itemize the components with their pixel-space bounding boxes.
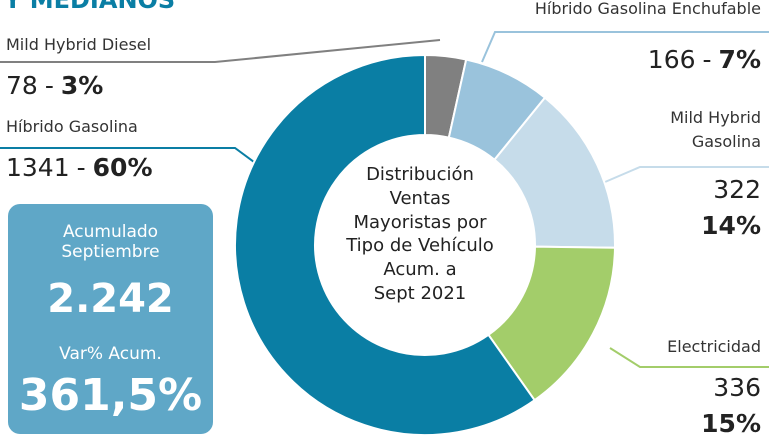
count: 1341	[6, 153, 70, 182]
count: 78	[6, 71, 38, 100]
value-label: 78-3%	[6, 72, 103, 100]
leader-line	[481, 31, 769, 63]
share: 14%	[701, 211, 761, 240]
title: Y MEDIANOS	[4, 0, 176, 14]
summary-box: Acumulado Septiembre 2.242 Var% Acum. 36…	[8, 204, 213, 434]
total: 2.242	[47, 276, 174, 322]
leader-line	[0, 147, 259, 166]
center-line: Sept 2021	[373, 282, 467, 304]
slice-label: Electricidad	[667, 337, 761, 356]
count: 166	[647, 45, 696, 74]
share: 7%	[718, 45, 761, 74]
slice-label: Híbrido Gasolina	[6, 117, 138, 136]
center-line: Ventas	[389, 187, 451, 209]
separator: -	[702, 45, 712, 74]
separator: -	[76, 153, 86, 182]
leader-line	[609, 347, 769, 368]
slices	[234, 53, 616, 436]
total-label: Acumulado Septiembre	[61, 222, 160, 263]
change: 361,5%	[18, 370, 203, 421]
center-line: Mayoristas por	[353, 211, 487, 233]
slice	[234, 53, 536, 436]
count: 322	[713, 175, 761, 204]
value-label: 166-7%	[648, 46, 761, 74]
change-label: Var% Acum.	[59, 344, 162, 364]
center-text: Distribución Ventas Mayoristas por Tipo de …	[330, 163, 510, 306]
leader-line	[0, 39, 441, 63]
leader-lines	[0, 31, 769, 368]
value-label: 1341-60%	[6, 154, 153, 182]
count: 336	[713, 373, 761, 402]
share: 60%	[92, 153, 153, 182]
slice-label: Híbrido Gasolina Enchufable	[534, 0, 761, 18]
leader-line	[604, 166, 769, 183]
center-line: Acum. a	[383, 259, 457, 280]
separator: -	[44, 71, 54, 100]
center-line: Tipo de Vehículo	[346, 235, 494, 257]
slice-label: Mild Hybrid Gasolina	[670, 108, 761, 151]
share: 15%	[701, 409, 761, 438]
center-line: Distribución	[366, 164, 474, 185]
share: 3%	[60, 71, 104, 100]
slice-label: Mild Hybrid Diesel	[6, 35, 152, 54]
